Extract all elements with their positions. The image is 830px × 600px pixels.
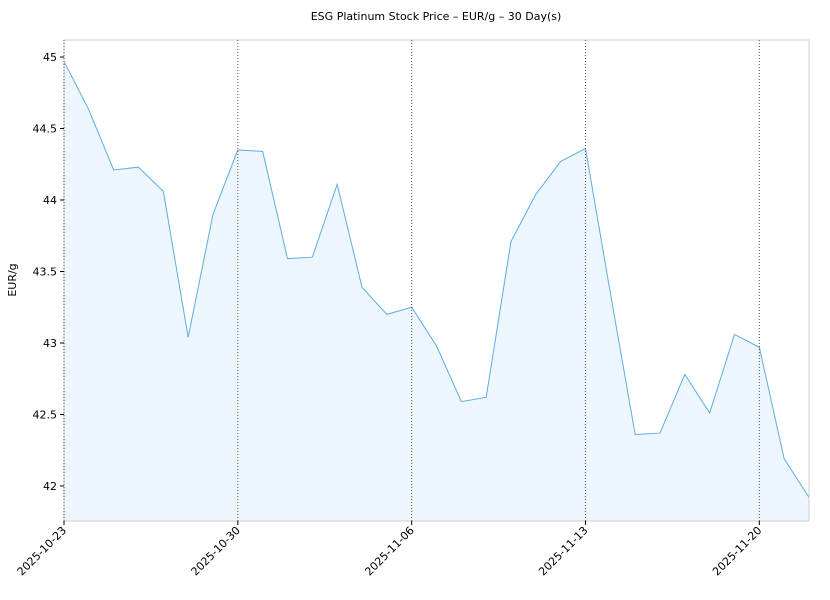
y-tick-label: 42 bbox=[43, 480, 57, 493]
y-tick-label: 43 bbox=[43, 337, 57, 350]
line bbox=[63, 61, 810, 498]
y-axis-label: EUR/g bbox=[6, 263, 19, 296]
x-tick-label: 2025-11-06 bbox=[362, 524, 416, 578]
y-tick-label: 45 bbox=[43, 51, 57, 64]
y-tick-label: 44 bbox=[43, 194, 57, 207]
x-tick-label: 2025-11-20 bbox=[710, 524, 764, 578]
chart-title: ESG Platinum Stock Price – EUR/g – 30 Da… bbox=[311, 10, 562, 23]
y-tick-label: 44.5 bbox=[33, 123, 58, 136]
x-tick-label: 2025-10-23 bbox=[15, 524, 69, 578]
y-tick-label: 43.5 bbox=[33, 265, 58, 278]
x-tick-label: 2025-10-30 bbox=[189, 524, 243, 578]
x-tick-label: 2025-11-13 bbox=[536, 524, 590, 578]
y-tick-label: 42.5 bbox=[33, 408, 58, 421]
area-fill bbox=[64, 61, 809, 522]
